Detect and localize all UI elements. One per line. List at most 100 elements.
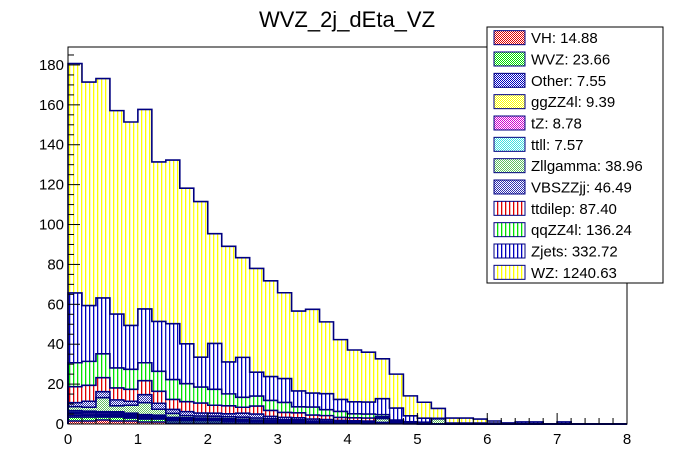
legend-label: VH: 14.88 (531, 30, 598, 47)
bar-qqzz4l (95, 353, 110, 378)
legend-swatch (493, 94, 526, 110)
bar-zjets (361, 402, 376, 415)
bar-zjets (263, 376, 278, 401)
bar-ttdilep (291, 412, 306, 418)
bar-wvz (207, 421, 222, 424)
bar-wz (431, 408, 446, 419)
bar-qqzz4l (319, 409, 334, 416)
bar-zllgamma (375, 418, 390, 423)
legend-entry-other: Other: 7.55 (493, 72, 606, 90)
bar-ttdilep (221, 405, 236, 414)
bar-vbszzjj (68, 402, 82, 407)
bar-qqzz4l (81, 361, 96, 386)
bar-ttdilep (347, 417, 362, 421)
bar-wz (137, 109, 152, 309)
bar-wvz (137, 419, 152, 423)
y-tick-label: 0 (56, 416, 64, 433)
bar-wz (235, 257, 250, 358)
bar-qqzz4l (347, 413, 362, 418)
x-tick-label: 5 (413, 431, 421, 448)
legend-label: tZ: 8.78 (531, 116, 582, 133)
bar-wz (165, 160, 180, 324)
legend-entry-wz: WZ: 1240.63 (493, 264, 617, 282)
legend-label: VBSZZjj: 46.49 (531, 180, 632, 197)
bar-zllgamma (235, 417, 250, 420)
bar-vbszzjj (221, 413, 236, 417)
bar-zjets (319, 393, 334, 410)
bar-zjets (207, 343, 222, 390)
legend-swatch (493, 72, 526, 88)
bar-wz (375, 358, 390, 399)
bar-zjets (249, 372, 264, 397)
bar-zjets (151, 321, 166, 372)
bar-qqzz4l (333, 411, 348, 418)
bar-vbszzjj (151, 403, 166, 410)
outline-wz (67, 62, 627, 425)
bar-vbszzjj (249, 414, 264, 419)
bar-zjets (277, 378, 292, 403)
bar-qqzz4l (291, 406, 306, 413)
bar-vh (151, 422, 166, 424)
bar-wz (179, 188, 194, 344)
bar-ttdilep (235, 407, 250, 414)
bar-wz (277, 292, 292, 379)
bar-vbszzjj (263, 416, 278, 419)
legend-entry-wvz: WVZ: 23.66 (493, 51, 610, 69)
bar-zjets (68, 292, 82, 363)
bar-ttdilep (361, 418, 376, 422)
legend-swatch (493, 115, 526, 131)
bar-zllgamma (179, 415, 194, 418)
bar-wz (151, 161, 166, 322)
bar-zjets (193, 357, 208, 388)
legend-entry-zjets: Zjets: 332.72 (493, 243, 618, 261)
bar-ttdilep (249, 406, 264, 415)
bar-qqzz4l (109, 367, 124, 388)
legend: VH: 14.88 WVZ: 23.66 Other: 7.55 ggZZ4l: 9.… (486, 26, 664, 284)
legend-swatch (493, 200, 526, 216)
y-tick-label: 160 (39, 97, 64, 114)
bar-ttdilep (333, 417, 348, 421)
bar-zjets (221, 361, 236, 394)
y-tick-label: 40 (47, 336, 64, 353)
bar-zjets (291, 390, 306, 407)
bar-qqzz4l (235, 397, 250, 408)
bar-wz (459, 418, 474, 424)
legend-label: ttll: 7.57 (531, 137, 584, 154)
bar-zjets (557, 422, 572, 424)
bar-qqzz4l (305, 407, 320, 416)
bar-zjets (389, 408, 404, 421)
bar-ttdilep (123, 389, 138, 402)
bar-zjets (417, 418, 432, 423)
bar-wz (109, 110, 124, 315)
bar-wvz (193, 421, 208, 424)
x-tick-label: 7 (553, 431, 561, 448)
bar-ttdilep (305, 415, 320, 420)
x-tick-label: 0 (64, 431, 72, 448)
bar-vh (68, 421, 82, 424)
bar-wz (361, 352, 376, 403)
x-tick-label: 1 (134, 431, 142, 448)
legend-entry-vh: VH: 14.88 (493, 30, 598, 47)
bar-wz (291, 311, 306, 391)
bar-wz (221, 246, 236, 362)
chart-title: WVZ_2j_dEta_VZ (259, 7, 435, 32)
bar-zjets (333, 399, 348, 412)
bar-wvz (179, 421, 194, 424)
legend-box (486, 26, 664, 284)
y-tick-label: 140 (39, 137, 64, 154)
bar-vbszzjj (123, 401, 138, 406)
bar-wz (263, 280, 278, 377)
bar-vbszzjj (305, 419, 320, 422)
bar-ttdilep (137, 380, 152, 395)
bar-zllgamma (207, 416, 222, 419)
bar-zllgamma (249, 418, 264, 421)
x-tick-label: 4 (343, 431, 351, 448)
legend-swatch (493, 136, 526, 152)
bar-qqzz4l (221, 393, 236, 406)
legend-entry-tz: tZ: 8.78 (493, 115, 582, 133)
bar-wz (123, 122, 138, 326)
bar-wz (68, 63, 82, 293)
y-tick-label: 180 (39, 57, 64, 74)
bar-vh (137, 422, 152, 424)
